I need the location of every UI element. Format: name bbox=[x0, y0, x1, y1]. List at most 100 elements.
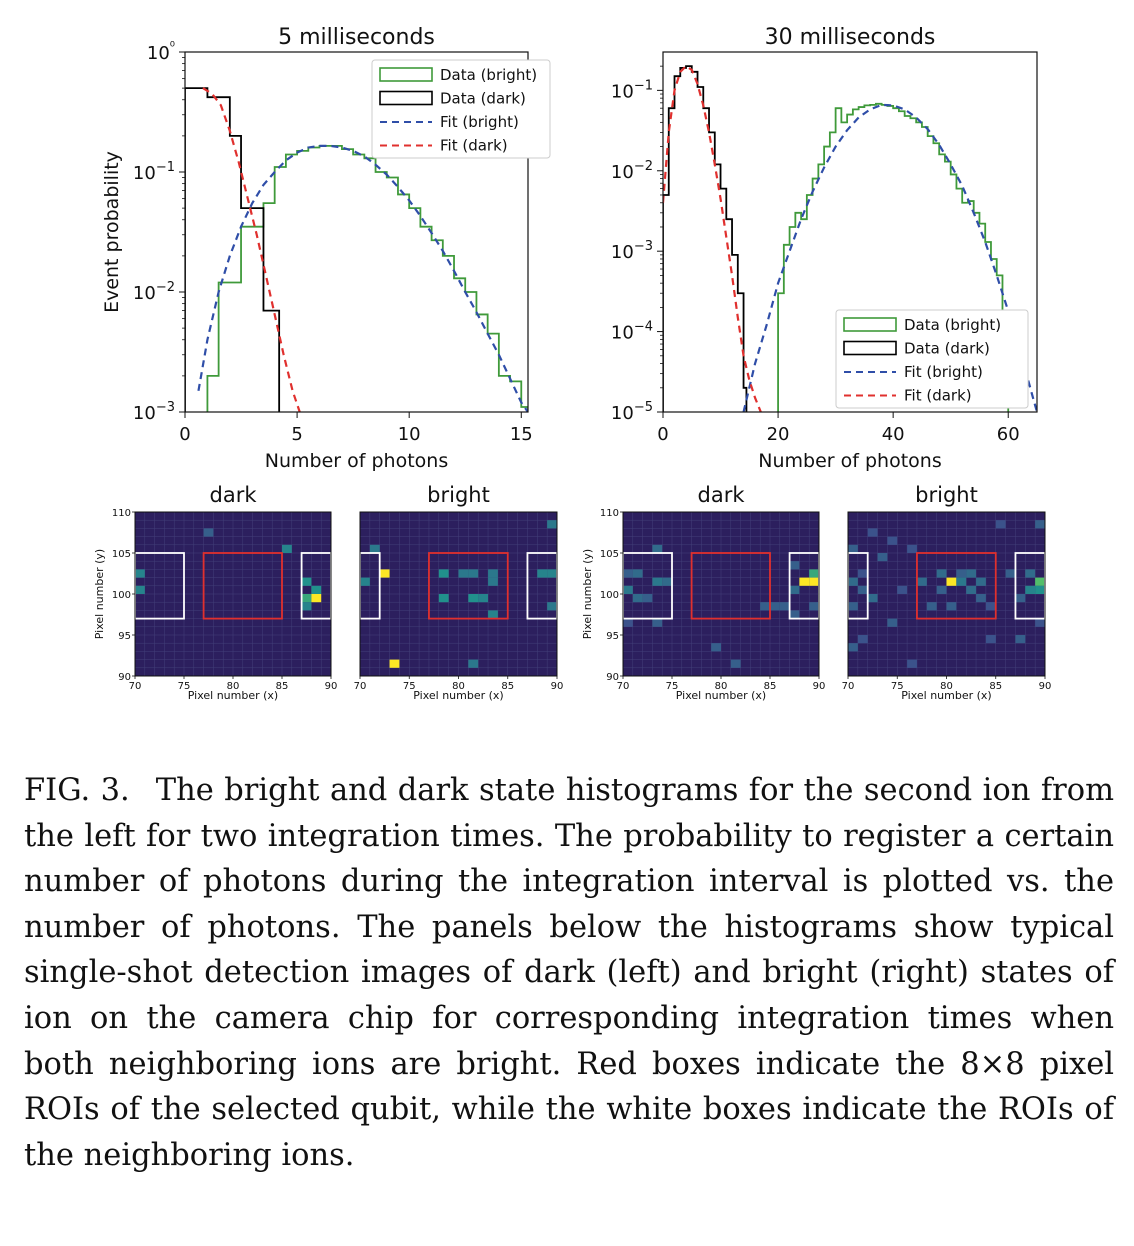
pixel-cell bbox=[468, 569, 479, 578]
legend-label: Data (bright) bbox=[440, 66, 537, 84]
pixel-cell bbox=[897, 585, 908, 594]
pixel-cell bbox=[632, 594, 643, 603]
pixel-cell bbox=[632, 569, 643, 578]
pixel-cell bbox=[135, 585, 145, 594]
figure-canvas: 0 5 10 15 10−3 10−2 10−1 10⁰ 5 milliseconds Numbe… bbox=[93, 25, 1051, 702]
legend-label: Data (dark) bbox=[440, 90, 526, 108]
x-tick-label: 75 bbox=[666, 681, 679, 692]
pixel-cell bbox=[623, 585, 633, 594]
pixel-cell bbox=[458, 569, 469, 578]
y-tick-label: 110 bbox=[112, 508, 131, 519]
x-tick-label: 10 bbox=[398, 424, 421, 445]
x-tick-label: 85 bbox=[989, 681, 1002, 692]
figure-caption: FIG. 3. The bright and dark state histogr… bbox=[24, 768, 1114, 1178]
y-tick-label: 105 bbox=[600, 549, 619, 560]
y-tick-label: 10−2 bbox=[611, 159, 653, 183]
pixel-cell bbox=[995, 520, 1006, 529]
y-tick-label: 10−5 bbox=[611, 400, 653, 424]
pixel-cell bbox=[1035, 618, 1045, 627]
series-fit-bright-line bbox=[197, 144, 528, 412]
pixel-cell bbox=[547, 569, 557, 578]
x-tick-label: 0 bbox=[179, 424, 190, 445]
y-tick-label: 95 bbox=[118, 631, 131, 642]
x-tick-label: 70 bbox=[354, 681, 367, 692]
pixel-cell bbox=[946, 577, 957, 586]
pixel-cell bbox=[976, 577, 986, 586]
series-fit-dark-line bbox=[202, 87, 301, 412]
x-tick-label: 80 bbox=[940, 681, 953, 692]
y-axis-label: Event probability bbox=[101, 151, 123, 313]
pixel-cell bbox=[301, 577, 312, 586]
series-fit-dark-line bbox=[663, 64, 762, 412]
figure: 0 5 10 15 10−3 10−2 10−1 10⁰ 5 milliseconds Numbe… bbox=[93, 25, 1051, 702]
legend-label: Data (bright) bbox=[904, 316, 1001, 334]
plot-area bbox=[185, 87, 528, 412]
pixel-cell bbox=[311, 585, 322, 594]
pixel-cell bbox=[956, 577, 967, 586]
y-tick-label: 110 bbox=[600, 508, 619, 519]
x-tick-label: 75 bbox=[178, 681, 191, 692]
x-tick-label: 60 bbox=[997, 424, 1020, 445]
y-tick-label: 10−1 bbox=[611, 78, 653, 102]
y-tick-label: 100 bbox=[112, 590, 131, 601]
pixel-cell bbox=[1025, 585, 1036, 594]
pixel-cell bbox=[311, 594, 322, 603]
pixel-cell bbox=[848, 577, 858, 586]
pixel-cell bbox=[547, 520, 557, 529]
pixel-cell bbox=[488, 577, 498, 586]
plot-area bbox=[663, 64, 1037, 412]
image-x-label: Pixel number (x) bbox=[413, 689, 503, 702]
pixel-cell bbox=[770, 602, 780, 611]
pixel-cell bbox=[537, 569, 548, 578]
pixel-cell bbox=[652, 577, 663, 586]
legend-label: Fit (dark) bbox=[904, 387, 972, 405]
pixel-cell bbox=[379, 569, 390, 578]
pixel-cell bbox=[916, 577, 927, 586]
legend-swatch bbox=[843, 317, 897, 332]
pixel-cell bbox=[389, 659, 400, 668]
pixel-cell bbox=[887, 536, 898, 545]
image-y-label: Pixel number (y) bbox=[93, 549, 106, 639]
pixel-cell bbox=[867, 594, 878, 603]
pixel-cell bbox=[282, 544, 292, 553]
pixel-cell bbox=[966, 585, 977, 594]
x-tick-label: 85 bbox=[764, 681, 777, 692]
pixel-cell bbox=[438, 569, 449, 578]
legend-label: Data (dark) bbox=[904, 340, 990, 358]
x-tick-label: 90 bbox=[551, 681, 564, 692]
legend-swatch bbox=[379, 90, 433, 106]
x-tick-label: 70 bbox=[129, 681, 142, 692]
legend-box bbox=[371, 59, 551, 159]
x-tick-label: 70 bbox=[617, 681, 630, 692]
pixel-cell bbox=[623, 618, 633, 627]
x-tick-label: 90 bbox=[813, 681, 826, 692]
y-tick-label: 10⁰ bbox=[147, 40, 175, 64]
roi-box-selected bbox=[916, 552, 997, 620]
caption-label: FIG. 3. bbox=[24, 773, 130, 808]
image-title: bright bbox=[427, 483, 490, 507]
y-tick-label: 10−4 bbox=[611, 320, 653, 344]
x-tick-label: 0 bbox=[657, 424, 668, 445]
chart-title: 5 milliseconds bbox=[278, 25, 435, 50]
roi-box-selected bbox=[428, 552, 509, 620]
image-title: dark bbox=[698, 483, 746, 507]
legend-swatch bbox=[843, 340, 897, 356]
image-x-label: Pixel number (x) bbox=[901, 689, 991, 702]
pixel-cell bbox=[623, 569, 633, 578]
x-tick-label: 90 bbox=[325, 681, 338, 692]
pixel-cell bbox=[488, 569, 498, 578]
x-tick-label: 85 bbox=[501, 681, 514, 692]
x-tick-label: 15 bbox=[510, 424, 533, 445]
legend: Data (bright) Data (dark) Fit (bright) Fit … bbox=[835, 309, 1029, 409]
camera-image-3: 70 75 80 85 90 90 95 100 105 110 dark Pixel number … bbox=[581, 483, 825, 702]
x-tick-label: 75 bbox=[891, 681, 904, 692]
pixel-cell bbox=[301, 594, 312, 603]
x-tick-label: 20 bbox=[767, 424, 790, 445]
pixel-cell bbox=[848, 602, 858, 611]
y-tick-label: 10−3 bbox=[133, 400, 175, 424]
pixel-cell bbox=[985, 635, 996, 644]
pixel-cell bbox=[907, 659, 917, 668]
x-tick-label: 75 bbox=[403, 681, 416, 692]
pixel-cell bbox=[301, 602, 312, 611]
x-tick-label: 40 bbox=[882, 424, 905, 445]
